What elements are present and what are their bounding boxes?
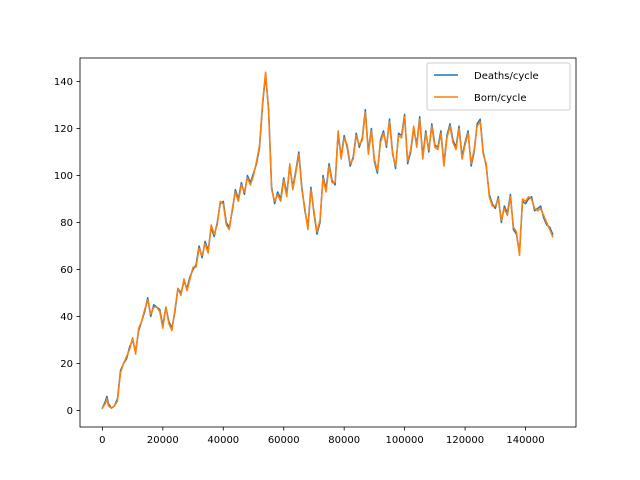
series-layer	[101, 71, 554, 410]
y-tick-label: 100	[54, 171, 73, 182]
y-tick-label: 20	[60, 359, 73, 370]
x-tick-label: 100000	[386, 435, 424, 446]
series-line-born	[101, 71, 554, 410]
x-tick-label: 60000	[268, 435, 300, 446]
x-tick-label: 140000	[506, 435, 544, 446]
plot-frame	[79, 57, 577, 428]
y-tick-label: 0	[67, 406, 73, 417]
x-tick-label: 20000	[147, 435, 179, 446]
y-tick-label: 140	[54, 77, 73, 88]
y-axis: 0 20 40 60 80 100 120 140	[54, 77, 80, 417]
legend-label-born: Born/cycle	[474, 93, 526, 104]
y-tick-label: 60	[60, 265, 73, 276]
y-tick-label: 40	[60, 312, 73, 323]
x-tick-label: 0	[99, 435, 105, 446]
x-axis: 0 20000 40000 60000 80000 100000 120000 140000	[99, 427, 545, 446]
x-tick-label: 80000	[328, 435, 360, 446]
y-tick-label: 80	[60, 218, 73, 229]
legend-box	[426, 62, 571, 111]
legend: Deaths/cycle Born/cycle	[426, 62, 571, 111]
x-tick-label: 120000	[446, 435, 484, 446]
legend-label-deaths: Deaths/cycle	[474, 71, 539, 82]
x-tick-label: 40000	[207, 435, 239, 446]
y-tick-label: 120	[54, 124, 73, 135]
